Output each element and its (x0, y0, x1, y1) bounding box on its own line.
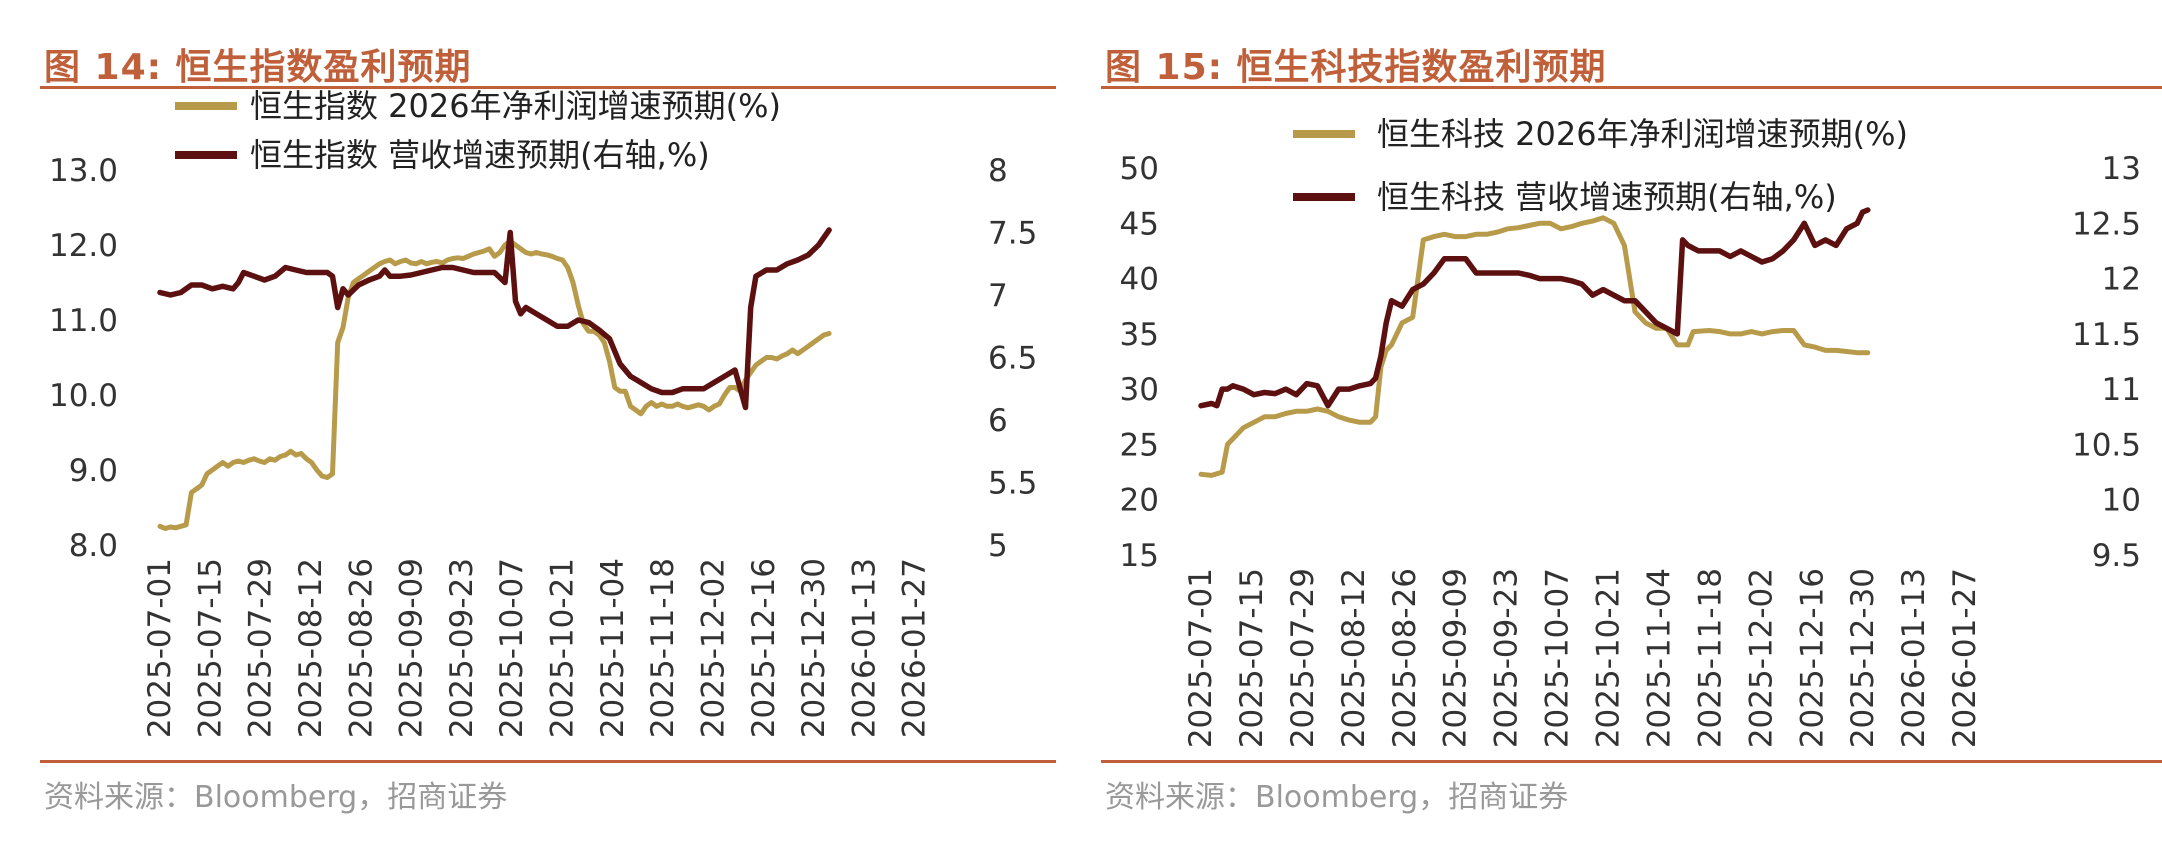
left-axis-tick-label: 25 (1120, 427, 1159, 463)
left-axis-tick-label: 10.0 (49, 378, 118, 414)
x-axis-tick-label: 2025-08-26 (1387, 568, 1423, 748)
right-axis-tick-label: 7 (988, 278, 1008, 314)
source-rule (40, 760, 1056, 763)
right-axis-tick-label: 5.5 (988, 466, 1037, 502)
figure-14-title: 图 14: 恒生指数盈利预期 (44, 47, 472, 88)
title-rule (40, 86, 1056, 89)
x-axis-tick-label: 2025-10-07 (1540, 568, 1576, 748)
x-axis-tick-label: 2025-11-04 (1641, 568, 1677, 748)
figure-14-source: 资料来源：Bloomberg，招商证券 (44, 780, 508, 815)
series-line-net-profit (157, 238, 832, 531)
figure-15-title: 图 15: 恒生科技指数盈利预期 (1105, 47, 1607, 88)
legend-label: 恒生科技 2026年净利润增速预期(%) (1377, 115, 1908, 153)
right-axis-tick-label: 13 (2102, 151, 2141, 187)
legend-label: 恒生指数 营收增速预期(右轴,%) (250, 136, 710, 174)
x-axis-tick-label: 2025-07-15 (192, 558, 228, 738)
chart-14-svg: 13.0 12.0 11.0 10.0 9.0 8.0 8 7.5 7 6.5 6 5.5 5 2025-… (49, 87, 1037, 738)
x-axis-tick-label: 2025-09-09 (394, 558, 430, 738)
right-axis-tick-label: 6 (988, 403, 1008, 439)
left-axis-tick-label: 13.0 (49, 153, 118, 189)
x-axis-tick-label: 2025-12-16 (746, 558, 782, 738)
left-axis-tick-label: 20 (1120, 483, 1159, 519)
left-axis-tick-label: 15 (1120, 538, 1159, 574)
right-axis-tick-label: 12.5 (2072, 206, 2141, 242)
right-axis-tick-label: 12 (2102, 262, 2141, 298)
left-axis-tick-label: 8.0 (69, 528, 118, 564)
x-axis-tick-label: 2026-01-27 (897, 558, 933, 738)
x-axis-tick-label: 2025-07-01 (1183, 568, 1219, 748)
right-axis-tick-label: 10.5 (2072, 427, 2141, 463)
figure-15-source: 资料来源：Bloomberg，招商证券 (1105, 780, 1569, 815)
left-axis-tick-label: 35 (1120, 317, 1159, 353)
x-axis-tick-label: 2025-11-04 (595, 558, 631, 738)
x-axis-tick-label: 2025-12-02 (1743, 568, 1779, 748)
figure-15-panel: 图 15: 恒生科技指数盈利预期 50 45 40 35 30 25 20 15 13 12.5 1… (1081, 0, 2162, 850)
x-axis-tick-label: 2025-08-26 (343, 558, 379, 738)
x-axis-tick-label: 2025-09-09 (1438, 568, 1474, 748)
x-axis-tick-label: 2025-12-30 (1845, 568, 1881, 748)
source-rule (1101, 760, 2162, 763)
chart-15-svg: 50 45 40 35 30 25 20 15 13 12.5 12 11.5 11 10.5 10 9.5 2… (1120, 115, 2141, 748)
x-axis-tick-label: 2025-12-30 (796, 558, 832, 738)
x-axis-tick-label: 2026-01-13 (1896, 568, 1932, 748)
right-axis-tick-label: 8 (988, 153, 1008, 189)
legend-label: 恒生指数 2026年净利润增速预期(%) (250, 87, 781, 125)
x-axis-tick-label: 2025-07-29 (243, 558, 279, 738)
left-axis-tick-label: 9.0 (69, 453, 118, 489)
x-axis-tick-label: 2025-12-16 (1794, 568, 1830, 748)
right-axis-tick-label: 9.5 (2092, 538, 2141, 574)
left-axis-tick-label: 40 (1120, 262, 1159, 298)
legend-label: 恒生科技 营收增速预期(右轴,%) (1377, 178, 1837, 216)
x-axis-tick-label: 2026-01-13 (846, 558, 882, 738)
x-axis-tick-label: 2025-09-23 (1489, 568, 1525, 748)
x-axis-tick-label: 2026-01-27 (1947, 568, 1983, 748)
series-line-net-profit (1198, 215, 1871, 478)
x-axis-tick-label: 2025-10-21 (1591, 568, 1627, 748)
right-axis-tick-label: 6.5 (988, 341, 1037, 377)
x-axis-tick-label: 2025-07-01 (142, 558, 178, 738)
right-axis-tick-label: 11.5 (2072, 317, 2141, 353)
x-axis-tick-label: 2025-08-12 (293, 558, 329, 738)
right-axis-tick-label: 7.5 (988, 216, 1037, 252)
series-line-revenue (1198, 207, 1871, 409)
series-line-revenue (157, 227, 832, 411)
title-rule (1101, 86, 2162, 89)
left-axis-tick-label: 50 (1120, 151, 1159, 187)
x-axis-tick-label: 2025-07-15 (1234, 568, 1270, 748)
figure-14-panel: 图 14: 恒生指数盈利预期 13.0 12.0 11.0 10.0 9.0 8.0 8 7.… (40, 47, 1056, 815)
x-axis-tick-label: 2025-10-07 (494, 558, 530, 738)
right-axis-tick-label: 11 (2102, 372, 2141, 408)
x-axis-tick-label: 2025-10-21 (545, 558, 581, 738)
right-axis-tick-label: 10 (2102, 483, 2141, 519)
x-axis-tick-label: 2025-11-18 (645, 558, 681, 738)
x-axis-tick-label: 2025-12-02 (695, 558, 731, 738)
left-axis-tick-label: 45 (1120, 206, 1159, 242)
x-axis-tick-label: 2025-08-12 (1336, 568, 1372, 748)
left-axis-tick-label: 11.0 (49, 303, 118, 339)
x-axis-tick-label: 2025-07-29 (1285, 568, 1321, 748)
left-axis-tick-label: 12.0 (49, 228, 118, 264)
left-axis-tick-label: 30 (1120, 372, 1159, 408)
right-axis-tick-label: 5 (988, 528, 1008, 564)
x-axis-tick-label: 2025-11-18 (1692, 568, 1728, 748)
x-axis-tick-label: 2025-09-23 (444, 558, 480, 738)
